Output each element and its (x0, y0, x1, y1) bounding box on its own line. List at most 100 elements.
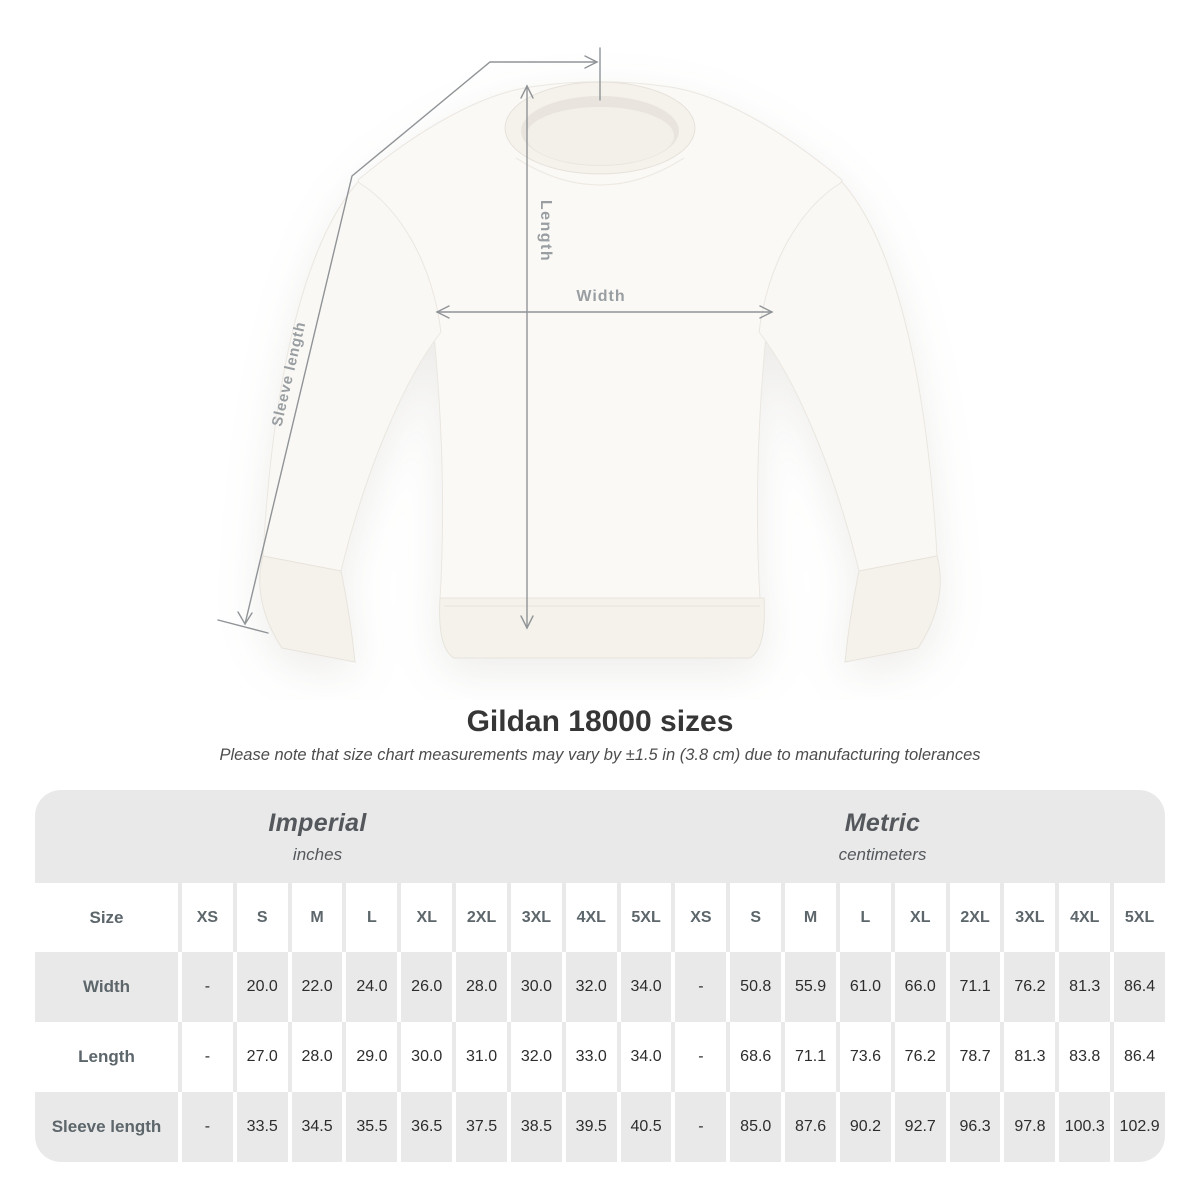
left-sleeve (262, 181, 442, 572)
size-header-cell: XL (401, 883, 453, 952)
size-header-cell: 5XL (1114, 883, 1165, 952)
table-value-cell: - (182, 952, 233, 1022)
table-value-cell: 90.2 (839, 1092, 891, 1162)
right-sleeve (758, 181, 938, 572)
table-value-cell: 71.1 (949, 952, 1001, 1022)
length-arrowhead-up-icon (520, 84, 534, 99)
size-header-cell: 2XL (456, 883, 507, 952)
table-value-cell: 27.0 (236, 1022, 288, 1092)
size-header-cell: L (839, 883, 891, 952)
imperial-section-header: Imperial inches (35, 790, 600, 883)
table-value-cell: 73.6 (839, 1022, 891, 1092)
metric-section-header: Metric centimeters (600, 790, 1165, 883)
table-value-cell: 35.5 (346, 1092, 398, 1162)
size-header-cell: M (291, 883, 343, 952)
table-value-cell: 78.7 (949, 1022, 1001, 1092)
table-value-cell: 100.3 (1059, 1092, 1111, 1162)
table-value-cell: 61.0 (839, 952, 891, 1022)
size-header-cell: M (785, 883, 836, 952)
table-value-cell: 20.0 (236, 952, 288, 1022)
table-value-cell: - (675, 1092, 727, 1162)
table-value-cell: 55.9 (785, 952, 836, 1022)
size-header-cell: 3XL (510, 883, 562, 952)
size-header-cell: 2XL (949, 883, 1001, 952)
table-value-cell: - (182, 1022, 233, 1092)
table-value-cell: 34.5 (291, 1092, 343, 1162)
table-value-cell: 38.5 (510, 1092, 562, 1162)
width-arrowhead-right-icon (759, 305, 774, 319)
table-value-cell: 30.0 (401, 1022, 453, 1092)
table-value-cell: 85.0 (730, 1092, 782, 1162)
table-value-cell: - (182, 1092, 233, 1162)
table-value-cell: 26.0 (401, 952, 453, 1022)
row-label-sleeve-length: Sleeve length (35, 1092, 178, 1162)
size-header-row: Size XS S M L XL 2XL 3XL 4XL 5XL XS S M L XL 2XL 3XL 4XL… (35, 883, 1165, 952)
table-value-cell: 71.1 (785, 1022, 836, 1092)
metric-subtitle: centimeters (838, 844, 927, 864)
table-value-cell: 96.3 (949, 1092, 1001, 1162)
table-value-cell: 86.4 (1114, 952, 1165, 1022)
sleeve-arrowhead-right-icon (584, 55, 599, 69)
sleeve-length-line (244, 61, 598, 625)
table-value-cell: 28.0 (291, 1022, 343, 1092)
width-measure-label: Width (576, 288, 626, 305)
size-header-cell: 5XL (620, 883, 672, 952)
size-table: Imperial inches Metric centimeters Size … (35, 790, 1165, 1162)
table-value-cell: 97.8 (1004, 1092, 1056, 1162)
table-value-cell: 40.5 (620, 1092, 672, 1162)
measurement-annotations (217, 47, 774, 634)
size-header-cell: S (236, 883, 288, 952)
table-value-cell: 81.3 (1004, 1022, 1056, 1092)
table-value-cell: 83.8 (1059, 1022, 1111, 1092)
table-value-cell: - (675, 952, 727, 1022)
size-header-cell: 4XL (565, 883, 617, 952)
table-value-cell: 31.0 (456, 1022, 507, 1092)
tolerance-note: Please note that size chart measurements… (219, 746, 981, 764)
table-value-cell: 37.5 (456, 1092, 507, 1162)
table-value-cell: 39.5 (565, 1092, 617, 1162)
table-value-cell: 81.3 (1059, 952, 1111, 1022)
row-label-length: Length (35, 1022, 178, 1092)
table-value-cell: 34.0 (620, 952, 672, 1022)
table-value-cell: 86.4 (1114, 1022, 1165, 1092)
table-row-length: Length -27.0 28.0 29.0 30.0 31.0 32.0 33.0 34.0… (35, 1022, 1165, 1092)
left-cuff (259, 555, 356, 663)
table-value-cell: 33.0 (565, 1022, 617, 1092)
width-arrowhead-left-icon (435, 305, 450, 319)
table-row-width: Width -20.0 22.0 24.0 26.0 28.0 30.0 32.0 34.0-… (35, 952, 1165, 1022)
table-value-cell: 32.0 (565, 952, 617, 1022)
sweatshirt-graphic (259, 81, 941, 663)
table-value-cell: - (675, 1022, 727, 1092)
imperial-subtitle: inches (292, 844, 343, 864)
table-value-cell: 102.9 (1114, 1092, 1165, 1162)
sleeve-arrowhead-down-icon (237, 611, 253, 626)
sweatshirt-figure: Length Width Sleeve length (217, 47, 941, 663)
table-value-cell: 24.0 (346, 952, 398, 1022)
table-value-cell: 66.0 (894, 952, 946, 1022)
sweatshirt-illustration (217, 47, 941, 663)
table-value-cell: 33.5 (236, 1092, 288, 1162)
unit-header-band: Imperial inches Metric centimeters (35, 790, 1165, 883)
table-row-sleeve-length: Sleeve length -33.5 34.5 35.5 36.5 37.5 38.5 3… (35, 1092, 1165, 1162)
table-value-cell: 87.6 (785, 1092, 836, 1162)
size-header-cell: XS (182, 883, 233, 952)
size-header-cell: 3XL (1004, 883, 1056, 952)
page-title: Gildan 18000 sizes (466, 705, 734, 738)
table-value-cell: 68.6 (730, 1022, 782, 1092)
size-header-cell: L (346, 883, 398, 952)
size-header-cell: S (730, 883, 782, 952)
collar-seam (515, 157, 685, 186)
table-value-cell: 76.2 (1004, 952, 1056, 1022)
table-value-cell: 30.0 (510, 952, 562, 1022)
length-measure-label: Length (537, 199, 554, 263)
table-value-cell: 36.5 (401, 1092, 453, 1162)
right-cuff (844, 555, 941, 663)
table-value-cell: 29.0 (346, 1022, 398, 1092)
size-header-cell: XL (894, 883, 946, 952)
metric-title: Metric (844, 808, 921, 837)
table-value-cell: 92.7 (894, 1092, 946, 1162)
table-value-cell: 22.0 (291, 952, 343, 1022)
row-label-width: Width (35, 952, 178, 1022)
length-arrowhead-down-icon (520, 615, 534, 630)
